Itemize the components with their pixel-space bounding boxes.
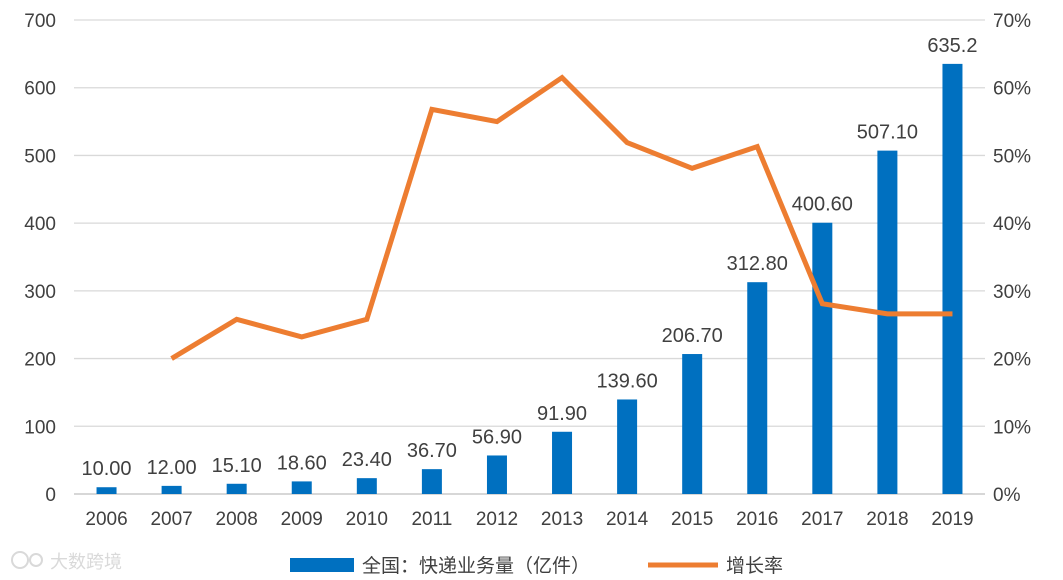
data-label-2007: 12.00 <box>147 457 197 479</box>
bar-2011 <box>421 469 442 494</box>
bar-2014 <box>617 399 638 494</box>
data-label-2013: 91.90 <box>537 403 587 425</box>
right-tick: 70% <box>993 11 1031 32</box>
watermark-text: 大数跨境 <box>50 552 122 573</box>
data-label-2009: 18.60 <box>277 452 327 474</box>
bar-2016 <box>747 282 768 494</box>
x-tick-2012: 2012 <box>476 509 518 530</box>
data-label-2018: 507.10 <box>857 122 918 144</box>
bar-2013 <box>552 431 573 494</box>
right-axis-ticks: 0% 10% 20% 30% 40% 50% 60% 70% <box>993 11 1031 506</box>
left-tick: 200 <box>24 350 56 371</box>
legend-bar-label: 全国：快递业务量（亿件） <box>362 555 590 577</box>
x-tick-2018: 2018 <box>866 509 908 530</box>
watermark-logo-icon <box>11 551 43 569</box>
growth-line <box>170 74 953 361</box>
legend-line-label: 增长率 <box>726 555 783 577</box>
left-tick: 600 <box>24 79 56 100</box>
x-tick-2007: 2007 <box>150 509 192 530</box>
data-label-2008: 15.10 <box>212 455 262 477</box>
bar-2007 <box>161 485 182 494</box>
legend: 全国：快递业务量（亿件） 增长率 <box>290 555 783 577</box>
left-tick: 500 <box>24 146 56 167</box>
data-label-2011: 36.70 <box>407 440 457 462</box>
right-tick: 30% <box>993 282 1031 303</box>
x-tick-2009: 2009 <box>281 509 323 530</box>
right-tick: 10% <box>993 417 1031 438</box>
bar-2009 <box>291 481 312 494</box>
x-tick-2014: 2014 <box>606 509 649 530</box>
x-tick-2015: 2015 <box>671 509 713 530</box>
right-tick: 0% <box>993 485 1021 506</box>
x-tick-2010: 2010 <box>346 509 388 530</box>
right-tick: 60% <box>993 79 1031 100</box>
data-label-2014: 139.60 <box>597 370 658 392</box>
data-label-2010: 23.40 <box>342 449 392 471</box>
data-label-2019: 635.2 <box>927 35 977 57</box>
x-tick-2017: 2017 <box>801 509 843 530</box>
left-tick: 400 <box>24 214 56 235</box>
bar-2008 <box>226 483 247 494</box>
x-tick-2019: 2019 <box>931 509 973 530</box>
x-tick-2016: 2016 <box>736 509 778 530</box>
data-label-2017: 400.60 <box>792 194 853 216</box>
x-axis-ticks: 2006 2007 2008 2009 2010 2011 2012 2013 2014 2015… <box>85 509 973 530</box>
bar-2019 <box>942 63 963 495</box>
data-label-2012: 56.90 <box>472 426 522 448</box>
bar-2012 <box>486 455 507 494</box>
right-tick: 20% <box>993 350 1031 371</box>
bar-series <box>96 63 963 495</box>
bar-2006 <box>96 487 117 494</box>
data-labels: 10.00 12.00 15.10 18.60 23.40 36.70 56.90 91.90… <box>82 35 978 480</box>
bar-2010 <box>356 478 377 494</box>
right-tick: 50% <box>993 146 1031 167</box>
bar-2015 <box>682 354 703 494</box>
left-tick: 100 <box>24 417 56 438</box>
x-tick-2006: 2006 <box>85 509 127 530</box>
x-tick-2011: 2011 <box>411 509 452 530</box>
watermark: 大数跨境 <box>11 551 122 573</box>
left-tick: 300 <box>24 282 56 303</box>
data-label-2006: 10.00 <box>82 458 132 480</box>
bar-2017 <box>812 222 833 494</box>
data-label-2015: 206.70 <box>662 325 723 347</box>
x-tick-2008: 2008 <box>216 509 258 530</box>
data-label-2016: 312.80 <box>727 253 788 275</box>
x-tick-2013: 2013 <box>541 509 583 530</box>
left-axis-ticks: 0 100 200 300 400 500 600 700 <box>24 11 56 506</box>
gridlines <box>74 19 985 495</box>
left-tick: 700 <box>24 11 56 32</box>
growth-line-series <box>170 74 953 361</box>
right-tick: 40% <box>993 214 1031 235</box>
bar-2018 <box>877 150 898 494</box>
left-tick: 0 <box>45 485 56 506</box>
legend-bar-swatch <box>290 558 354 572</box>
